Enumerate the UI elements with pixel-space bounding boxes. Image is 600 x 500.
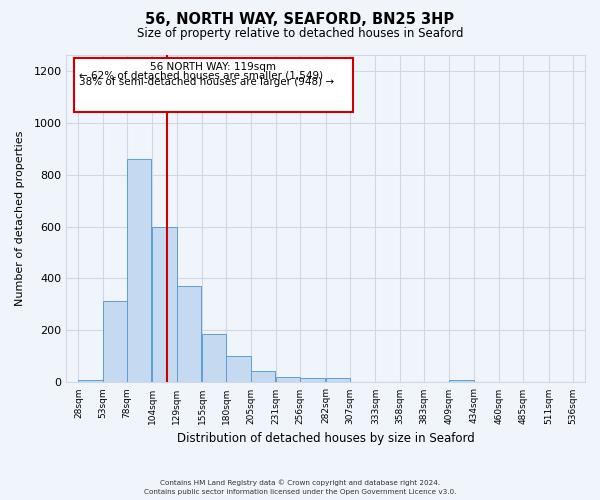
Bar: [276, 377, 301, 382]
Text: 38% of semi-detached houses are larger (948) →: 38% of semi-detached houses are larger (…: [79, 77, 335, 87]
Bar: [449, 380, 473, 382]
Bar: [103, 300, 127, 382]
Bar: [226, 356, 251, 382]
Bar: [326, 378, 350, 382]
Text: ← 62% of detached houses are smaller (1,549): ← 62% of detached houses are smaller (1,…: [79, 70, 323, 81]
Text: Contains HM Land Registry data © Crown copyright and database right 2024.
Contai: Contains HM Land Registry data © Crown c…: [144, 480, 456, 495]
Bar: [74, 58, 353, 112]
Bar: [127, 159, 151, 382]
Text: Size of property relative to detached houses in Seaford: Size of property relative to detached ho…: [137, 28, 463, 40]
Text: 56 NORTH WAY: 119sqm: 56 NORTH WAY: 119sqm: [150, 62, 276, 72]
Bar: [152, 226, 177, 382]
Bar: [301, 378, 325, 382]
Bar: [202, 334, 226, 382]
Bar: [79, 380, 103, 382]
Bar: [251, 370, 275, 382]
X-axis label: Distribution of detached houses by size in Seaford: Distribution of detached houses by size …: [177, 432, 475, 445]
Y-axis label: Number of detached properties: Number of detached properties: [15, 131, 25, 306]
Bar: [177, 286, 201, 382]
Text: 56, NORTH WAY, SEAFORD, BN25 3HP: 56, NORTH WAY, SEAFORD, BN25 3HP: [145, 12, 455, 28]
